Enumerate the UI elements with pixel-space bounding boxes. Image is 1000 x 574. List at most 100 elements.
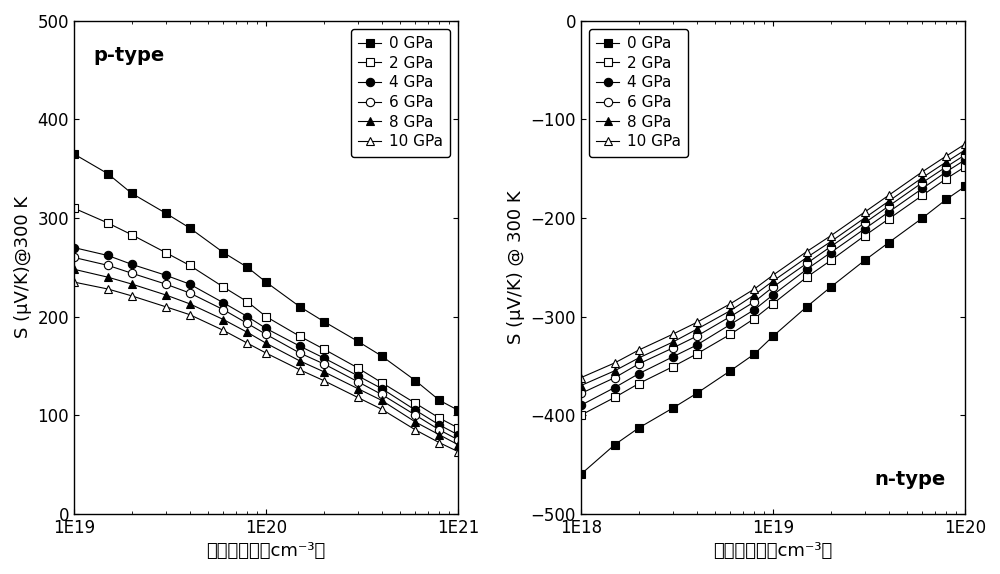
2 GPa [217, 284, 229, 290]
4 GPa [217, 299, 229, 306]
0 GPa [318, 318, 330, 325]
Line: 8 GPa: 8 GPa [577, 146, 969, 390]
4 GPa [184, 281, 196, 288]
2 GPa [318, 346, 330, 352]
Line: 4 GPa: 4 GPa [70, 243, 462, 439]
Line: 0 GPa: 0 GPa [70, 150, 462, 414]
8 GPa [160, 292, 172, 298]
4 GPa [318, 355, 330, 362]
4 GPa [940, 168, 952, 175]
6 GPa [160, 281, 172, 288]
0 GPa [184, 224, 196, 231]
8 GPa [452, 441, 464, 448]
6 GPa [825, 243, 837, 250]
8 GPa [260, 340, 272, 347]
2 GPa [102, 219, 114, 226]
10 GPa [217, 327, 229, 334]
4 GPa [260, 325, 272, 332]
2 GPa [801, 274, 813, 281]
Line: 0 GPa: 0 GPa [577, 183, 969, 479]
6 GPa [294, 350, 306, 356]
6 GPa [575, 390, 587, 397]
4 GPa [916, 185, 928, 192]
10 GPa [959, 141, 971, 148]
4 GPa [452, 432, 464, 439]
0 GPa [68, 150, 80, 157]
2 GPa [241, 298, 253, 305]
8 GPa [318, 369, 330, 375]
0 GPa [859, 257, 871, 264]
Line: 10 GPa: 10 GPa [577, 140, 969, 382]
6 GPa [241, 320, 253, 327]
0 GPa [260, 278, 272, 285]
0 GPa [217, 249, 229, 256]
0 GPa [376, 352, 388, 359]
2 GPa [633, 380, 645, 387]
4 GPa [959, 157, 971, 164]
10 GPa [691, 319, 703, 326]
8 GPa [609, 367, 621, 374]
8 GPa [767, 278, 779, 285]
0 GPa [825, 284, 837, 290]
10 GPa [68, 278, 80, 285]
4 GPa [801, 266, 813, 273]
2 GPa [575, 412, 587, 418]
Legend: 0 GPa, 2 GPa, 4 GPa, 6 GPa, 8 GPa, 10 GPa: 0 GPa, 2 GPa, 4 GPa, 6 GPa, 8 GPa, 10 GP… [589, 29, 688, 157]
0 GPa [940, 196, 952, 203]
0 GPa [575, 471, 587, 478]
8 GPa [575, 382, 587, 389]
4 GPa [433, 421, 445, 428]
X-axis label: 载流子浓度（cm⁻³）: 载流子浓度（cm⁻³） [713, 542, 833, 560]
6 GPa [940, 164, 952, 170]
0 GPa [452, 407, 464, 414]
6 GPa [883, 203, 895, 210]
2 GPa [409, 400, 421, 407]
0 GPa [433, 397, 445, 404]
6 GPa [260, 331, 272, 338]
2 GPa [691, 351, 703, 358]
2 GPa [126, 231, 138, 238]
2 GPa [940, 175, 952, 182]
6 GPa [609, 374, 621, 381]
6 GPa [859, 219, 871, 226]
8 GPa [825, 238, 837, 245]
4 GPa [409, 407, 421, 414]
8 GPa [633, 355, 645, 362]
Line: 10 GPa: 10 GPa [70, 278, 462, 456]
8 GPa [184, 300, 196, 307]
0 GPa [160, 210, 172, 216]
8 GPa [217, 316, 229, 323]
2 GPa [825, 257, 837, 264]
4 GPa [667, 354, 679, 360]
Line: 6 GPa: 6 GPa [577, 151, 969, 398]
10 GPa [825, 232, 837, 239]
Line: 6 GPa: 6 GPa [70, 253, 462, 444]
0 GPa [767, 333, 779, 340]
X-axis label: 载流子浓度（cm⁻³）: 载流子浓度（cm⁻³） [206, 542, 326, 560]
2 GPa [160, 249, 172, 256]
10 GPa [916, 168, 928, 175]
2 GPa [767, 300, 779, 307]
6 GPa [748, 298, 760, 305]
10 GPa [184, 311, 196, 318]
4 GPa [160, 272, 172, 278]
8 GPa [126, 281, 138, 288]
10 GPa [260, 350, 272, 356]
Y-axis label: S (μV/K) @ 300 K: S (μV/K) @ 300 K [507, 191, 525, 344]
10 GPa [376, 406, 388, 413]
0 GPa [959, 183, 971, 190]
0 GPa [748, 351, 760, 358]
10 GPa [126, 292, 138, 299]
10 GPa [294, 366, 306, 373]
4 GPa [376, 385, 388, 392]
2 GPa [433, 414, 445, 421]
10 GPa [352, 394, 364, 401]
6 GPa [916, 179, 928, 186]
4 GPa [102, 252, 114, 259]
0 GPa [883, 239, 895, 246]
Text: n-type: n-type [875, 470, 946, 489]
2 GPa [68, 205, 80, 212]
8 GPa [801, 254, 813, 261]
8 GPa [940, 158, 952, 165]
8 GPa [376, 397, 388, 404]
